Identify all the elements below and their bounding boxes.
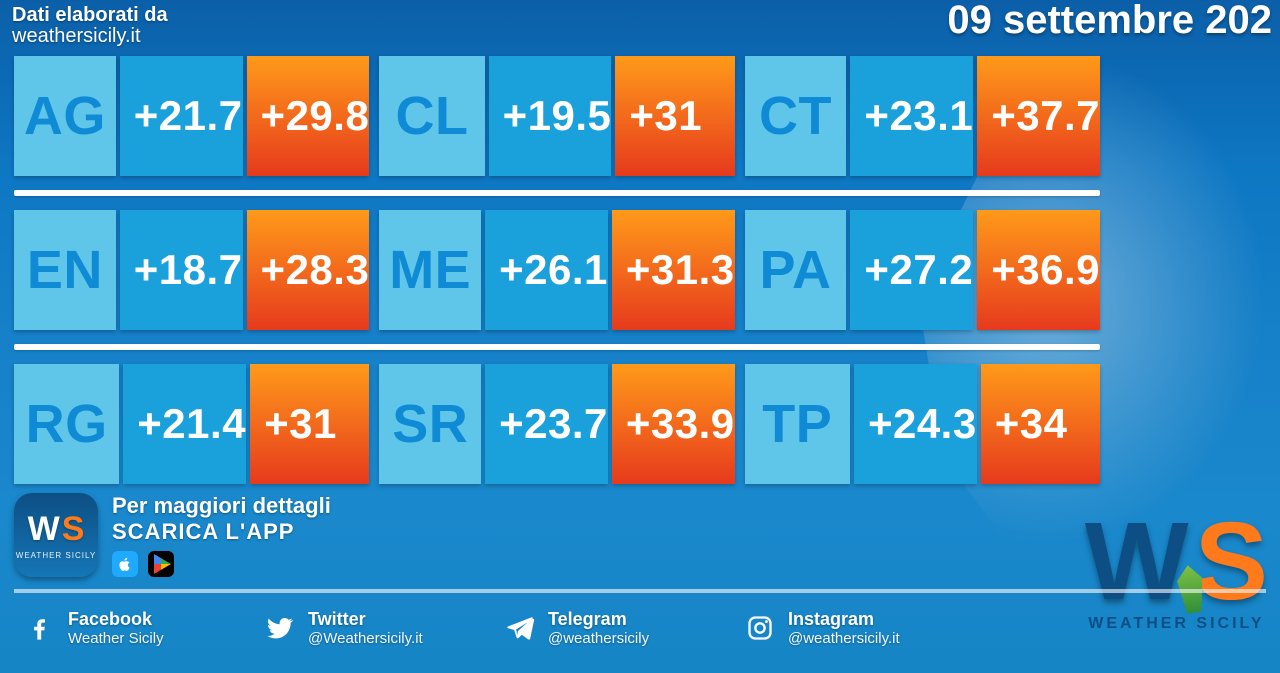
- footer-app-line1: Per maggiori dettagli: [112, 493, 331, 519]
- social-bar: FacebookWeather Sicily Twitter@Weathersic…: [14, 589, 1266, 663]
- province-group-cl: CL+19.5+31: [379, 56, 734, 176]
- temp-min: +21.7: [120, 56, 243, 176]
- social-handle: Weather Sicily: [68, 630, 164, 647]
- header-attribution: Dati elaborati da weathersicily.it: [12, 4, 168, 48]
- date-label: 09 settembre 202: [947, 0, 1272, 43]
- temp-max: +28.3: [247, 210, 370, 330]
- footer-app-promo: W S WEATHER SICILY Per maggiori dettagli…: [14, 493, 331, 577]
- ws-letter-s: S: [62, 510, 85, 549]
- temp-min: +21.4: [123, 364, 246, 484]
- social-handle: @Weathersicily.it: [308, 630, 423, 647]
- social-name: Facebook: [68, 609, 164, 630]
- temp-min: +23.7: [485, 364, 608, 484]
- province-code: CT: [745, 56, 847, 176]
- province-code: RG: [14, 364, 119, 484]
- telegram-icon: [504, 612, 536, 644]
- temp-min: +23.1: [850, 56, 973, 176]
- temp-max: +36.9: [977, 210, 1100, 330]
- temp-min: +26.1: [485, 210, 608, 330]
- temp-min: +18.7: [120, 210, 243, 330]
- ws-small-subtitle: WEATHER SICILY: [16, 551, 96, 560]
- province-code: CL: [379, 56, 484, 176]
- province-code: TP: [745, 364, 850, 484]
- grid-row: RG+21.4+31SR+23.7+33.9TP+24.3+34: [14, 364, 1100, 484]
- province-group-en: EN+18.7+28.3: [14, 210, 369, 330]
- temp-max: +31.3: [612, 210, 735, 330]
- province-code: PA: [745, 210, 847, 330]
- temp-max: +29.8: [247, 56, 370, 176]
- social-twitter[interactable]: Twitter@Weathersicily.it: [264, 609, 474, 647]
- app-store-icon[interactable]: [112, 551, 138, 577]
- social-handle: @weathersicily: [548, 630, 649, 647]
- instagram-icon: [744, 612, 776, 644]
- ws-letter-w: W: [28, 510, 60, 549]
- social-instagram[interactable]: Instagram@weathersicily.it: [744, 609, 954, 647]
- footer-app-line2: SCARICA L'APP: [112, 519, 331, 545]
- temp-min: +19.5: [489, 56, 612, 176]
- province-group-ct: CT+23.1+37.7: [745, 56, 1100, 176]
- temp-max: +31: [615, 56, 734, 176]
- province-code: ME: [379, 210, 481, 330]
- temp-max: +33.9: [612, 364, 735, 484]
- province-group-sr: SR+23.7+33.9: [379, 364, 734, 484]
- social-name: Twitter: [308, 609, 423, 630]
- twitter-icon: [264, 612, 296, 644]
- facebook-icon: [24, 612, 56, 644]
- grid-row: AG+21.7+29.8CL+19.5+31CT+23.1+37.7: [14, 56, 1100, 176]
- grid-row: EN+18.7+28.3ME+26.1+31.3PA+27.2+36.9: [14, 210, 1100, 330]
- social-facebook[interactable]: FacebookWeather Sicily: [24, 609, 234, 647]
- temp-min: +24.3: [854, 364, 977, 484]
- play-store-icon[interactable]: [148, 551, 174, 577]
- header-line1: Dati elaborati da: [12, 4, 168, 27]
- social-name: Telegram: [548, 609, 649, 630]
- store-icons-row: [112, 551, 331, 577]
- temperature-grid: AG+21.7+29.8CL+19.5+31CT+23.1+37.7EN+18.…: [14, 56, 1100, 484]
- row-separator: [14, 190, 1100, 196]
- province-group-pa: PA+27.2+36.9: [745, 210, 1100, 330]
- province-group-tp: TP+24.3+34: [745, 364, 1100, 484]
- province-group-rg: RG+21.4+31: [14, 364, 369, 484]
- province-code: EN: [14, 210, 116, 330]
- social-handle: @weathersicily.it: [788, 630, 900, 647]
- temp-min: +27.2: [850, 210, 973, 330]
- province-code: AG: [14, 56, 116, 176]
- social-name: Instagram: [788, 609, 900, 630]
- social-telegram[interactable]: Telegram@weathersicily: [504, 609, 714, 647]
- temp-max: +31: [250, 364, 369, 484]
- temp-max: +37.7: [977, 56, 1100, 176]
- header-line2: weathersicily.it: [12, 25, 168, 48]
- province-group-me: ME+26.1+31.3: [379, 210, 734, 330]
- province-code: SR: [379, 364, 481, 484]
- temp-max: +34: [981, 364, 1100, 484]
- ws-app-icon: W S WEATHER SICILY: [14, 493, 98, 577]
- province-group-ag: AG+21.7+29.8: [14, 56, 369, 176]
- row-separator: [14, 344, 1100, 350]
